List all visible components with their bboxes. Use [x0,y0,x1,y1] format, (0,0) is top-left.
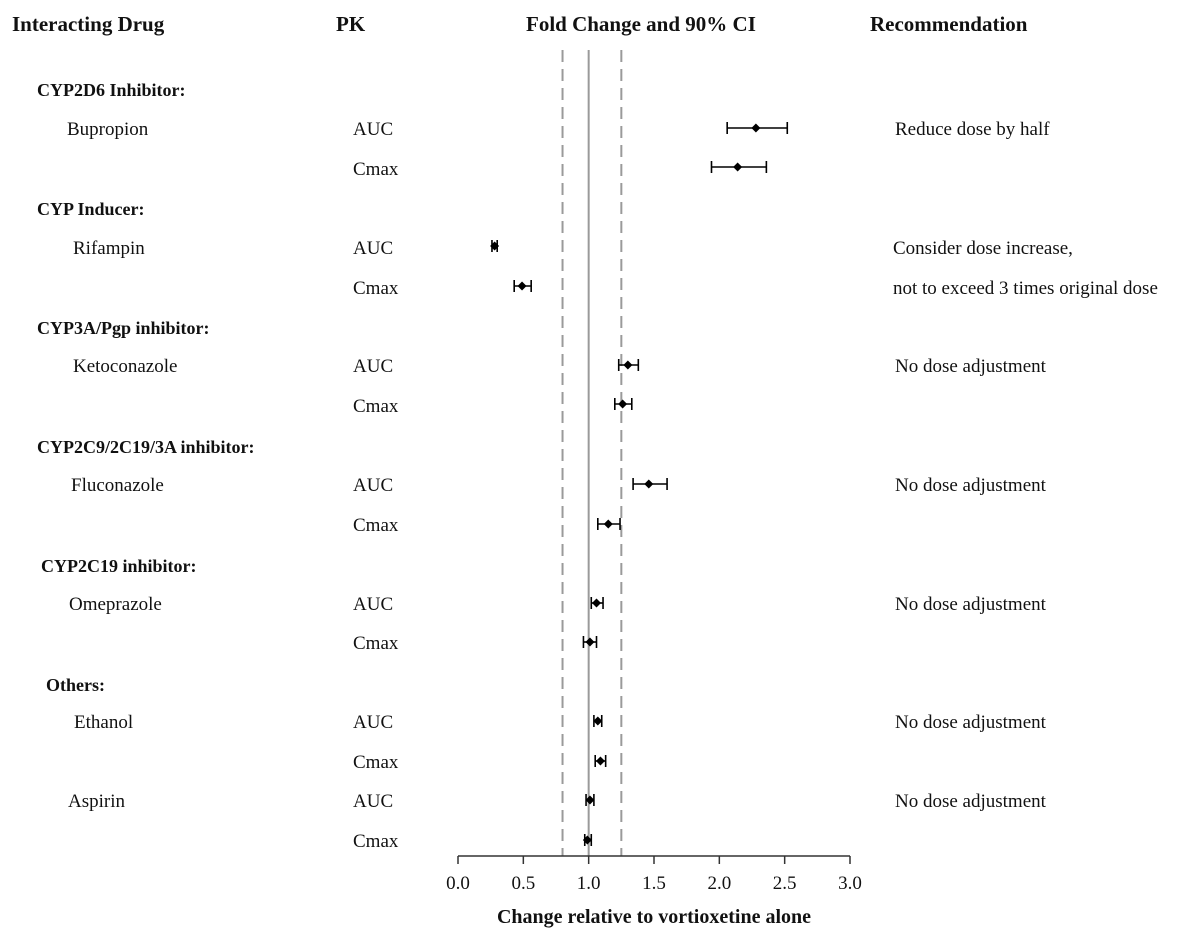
point-estimate-marker [595,756,605,766]
pk-label: AUC [353,712,394,733]
pk-label: AUC [353,356,394,377]
category-others: Others: [46,675,105,695]
pk-label: Cmax [353,633,399,654]
recommendation-aspirin: No dose adjustment [895,791,1046,812]
pk-label: AUC [353,119,394,140]
point-estimate-marker [585,637,595,647]
drug-label-ketoconazole: Ketoconazole [73,356,178,377]
category-cyp2c19-inhibitor: CYP2C19 inhibitor: [41,556,197,576]
point-estimate-marker [585,795,595,805]
pk-label: Cmax [353,278,399,299]
pk-label: Cmax [353,752,399,773]
point-estimate-marker [644,479,654,489]
category-cyp2d6-inhibitor: CYP2D6 Inhibitor: [37,80,186,100]
point-estimate-marker [593,716,603,726]
category-cyp2c9-2c19-3a-inhibitor: CYP2C9/2C19/3A inhibitor: [37,437,255,457]
pk-label: AUC [353,791,394,812]
point-estimate-marker [618,399,628,409]
x-tick-label: 0.5 [511,873,535,894]
recommendation-rifampin-line1: Consider dose increase, [893,238,1073,259]
point-estimate-marker [603,519,613,529]
header-pk: PK [336,12,366,36]
pk-label: Cmax [353,396,399,417]
point-estimate-marker [490,241,500,251]
header-interacting-drug: Interacting Drug [12,12,165,36]
drug-label-aspirin: Aspirin [68,791,125,812]
recommendation-omeprazole: No dose adjustment [895,594,1046,615]
x-tick-label: 3.0 [838,873,862,894]
pk-label: Cmax [353,831,399,852]
x-tick-label: 1.0 [577,873,601,894]
x-tick-label: 1.5 [642,873,666,894]
pk-label: AUC [353,475,394,496]
point-estimate-marker [733,162,743,172]
recommendation-bupropion: Reduce dose by half [895,119,1050,140]
drug-label-ethanol: Ethanol [74,712,134,733]
pk-label: AUC [353,238,394,259]
drug-label-fluconazole: Fluconazole [71,475,164,496]
pk-label: Cmax [353,159,399,180]
point-estimate-marker [751,123,761,133]
drug-label-omeprazole: Omeprazole [69,594,162,615]
x-tick-label: 0.0 [446,873,470,894]
category-cyp-inducer: CYP Inducer: [37,199,145,219]
drug-label-rifampin: Rifampin [73,238,145,259]
recommendation-ketoconazole: No dose adjustment [895,356,1046,377]
point-estimate-marker [582,835,592,845]
x-tick-label: 2.0 [707,873,731,894]
pk-label: AUC [353,594,394,615]
point-estimate-marker [592,598,602,608]
recommendation-rifampin-line2: not to exceed 3 times original dose [893,278,1158,299]
recommendation-ethanol: No dose adjustment [895,712,1046,733]
x-tick-label: 2.5 [773,873,797,894]
recommendation-fluconazole: No dose adjustment [895,475,1046,496]
header-fold-change: Fold Change and 90% CI [526,12,756,36]
category-cyp3a-pgp-inhibitor: CYP3A/Pgp inhibitor: [37,318,210,338]
pk-label: Cmax [353,515,399,536]
point-estimate-marker [517,281,527,291]
header-recommendation: Recommendation [870,12,1028,36]
point-estimate-marker [623,360,633,370]
x-axis-label: Change relative to vortioxetine alone [496,906,811,928]
drug-label-bupropion: Bupropion [67,119,149,140]
